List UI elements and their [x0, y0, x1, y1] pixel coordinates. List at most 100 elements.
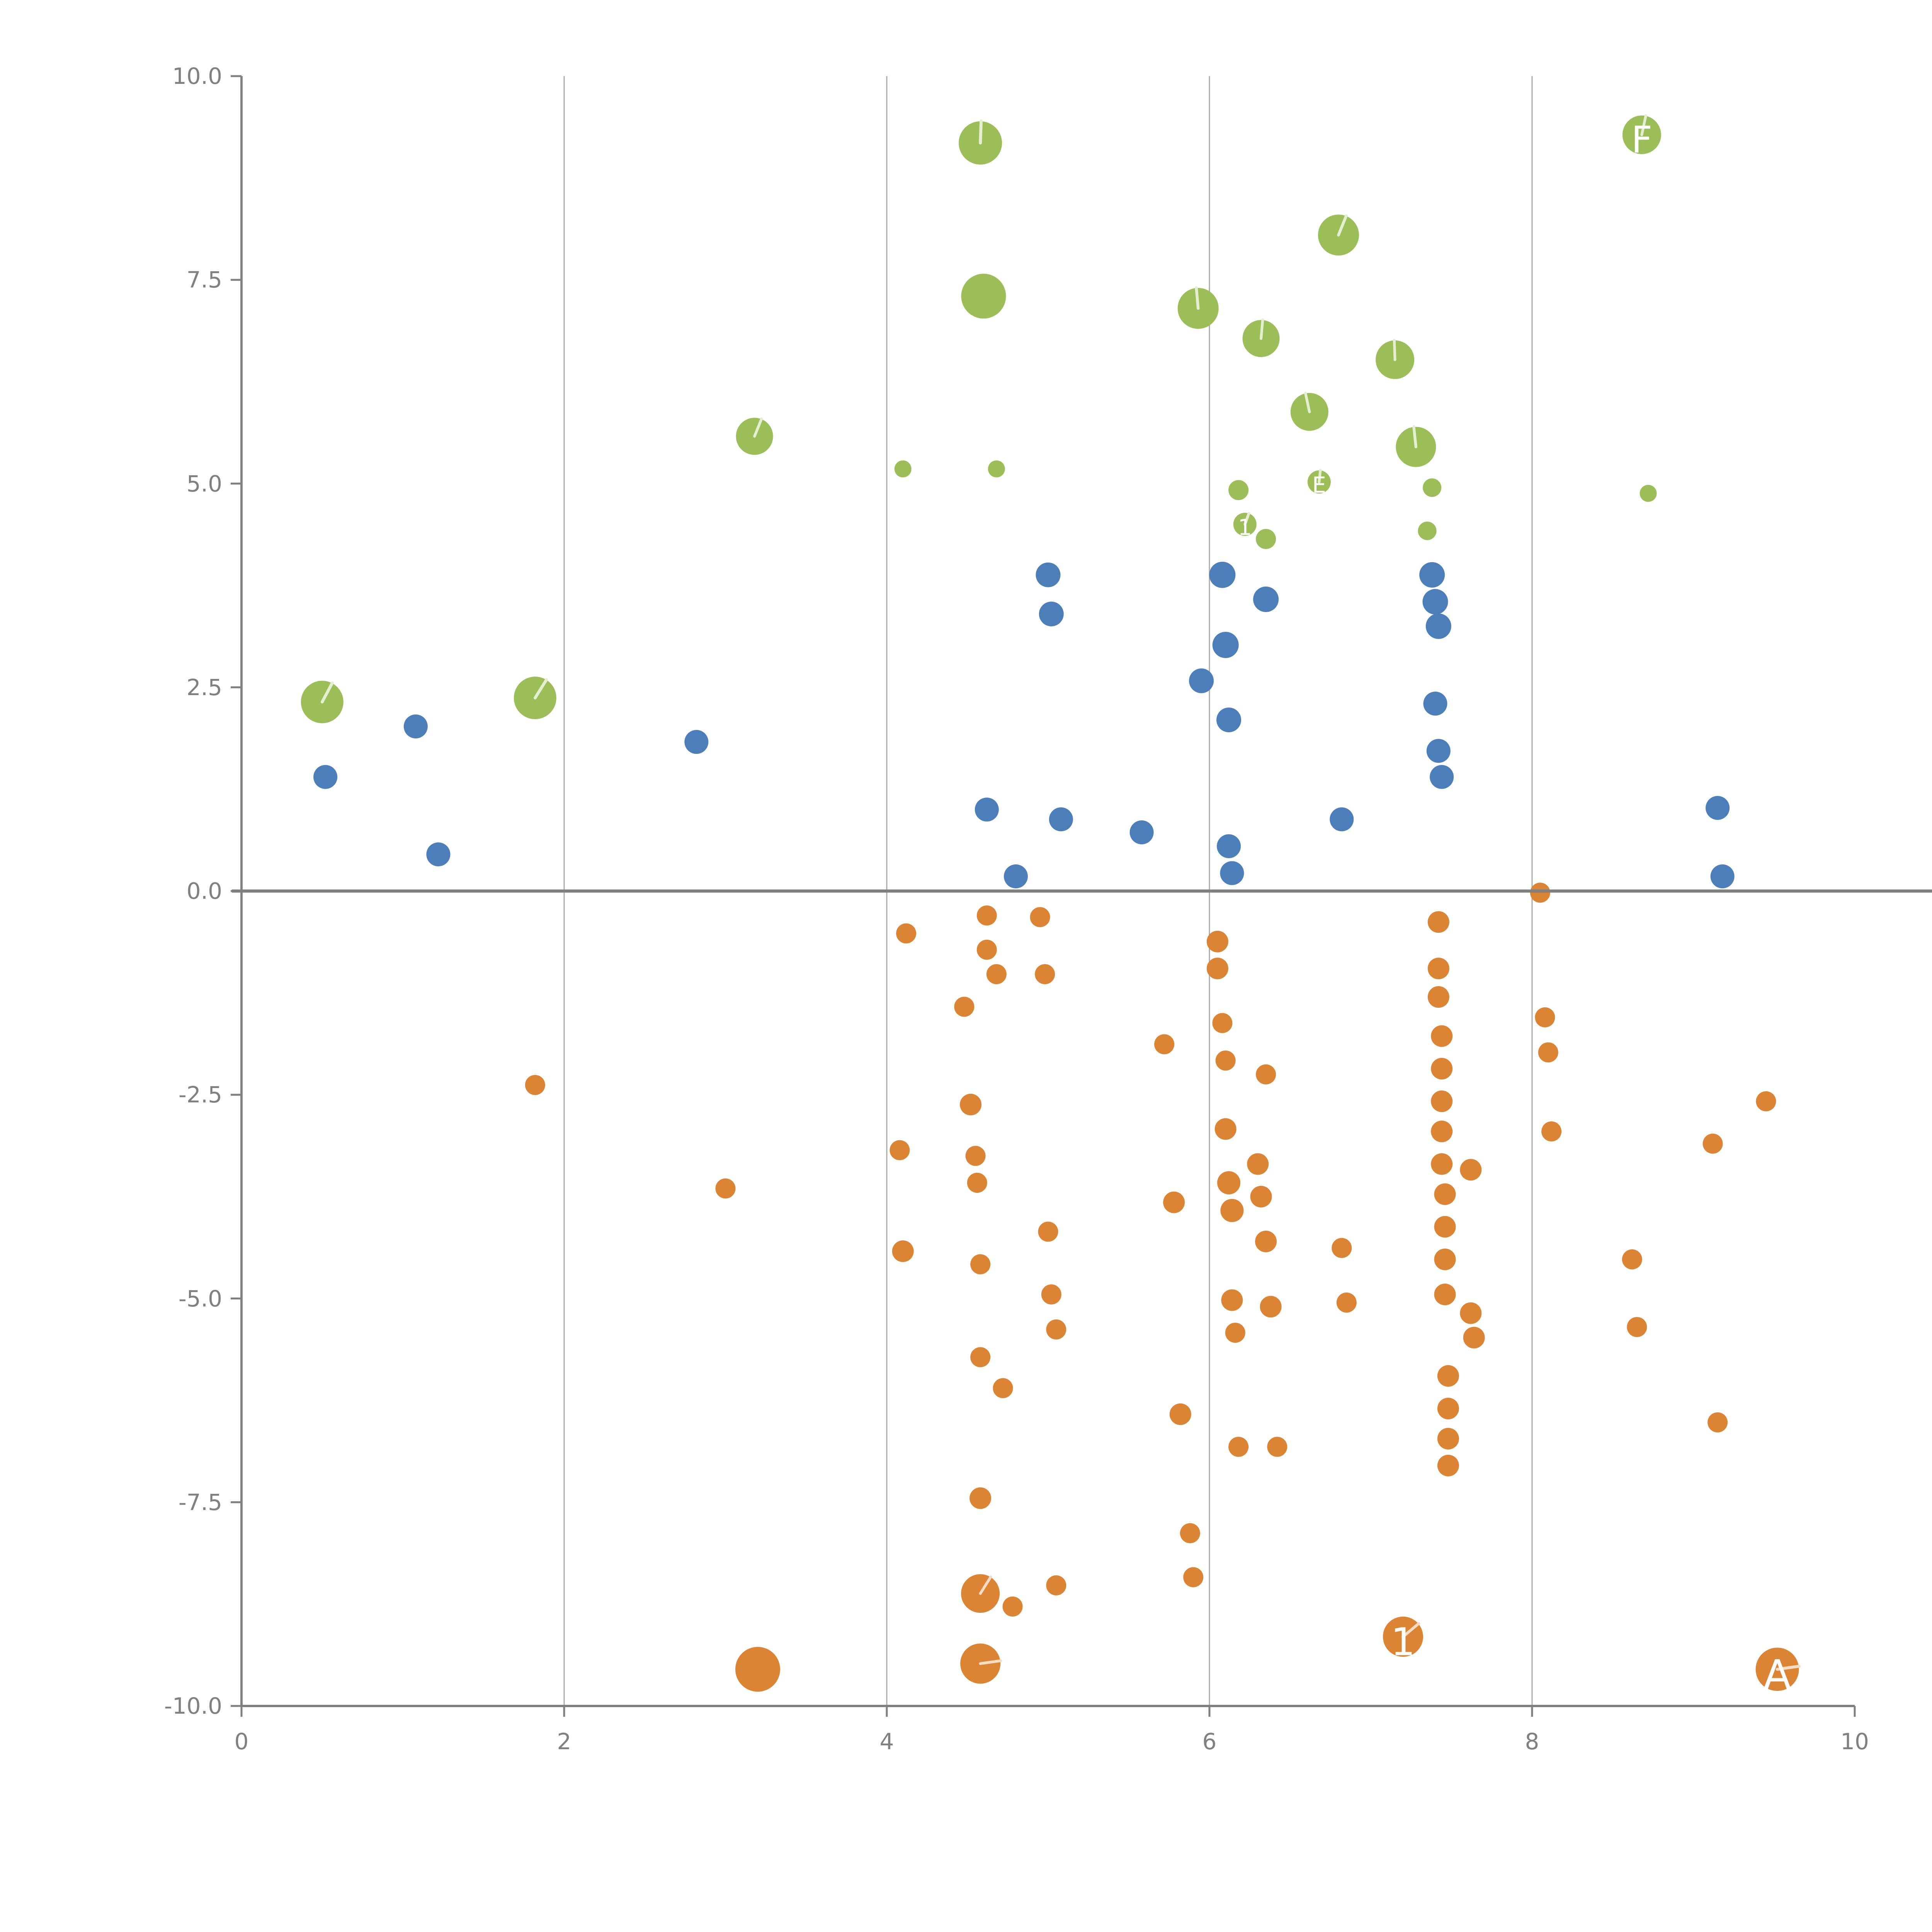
- data-point[interactable]: [1220, 861, 1244, 885]
- data-point-circle[interactable]: [1247, 1153, 1269, 1175]
- data-point[interactable]: [1431, 1058, 1453, 1080]
- data-point[interactable]: [961, 274, 1006, 319]
- data-point-circle[interactable]: [1423, 691, 1447, 716]
- data-point-circle[interactable]: [960, 1094, 982, 1116]
- data-point-circle[interactable]: [1463, 1327, 1485, 1349]
- data-point[interactable]: [1256, 529, 1276, 549]
- data-point[interactable]: [975, 798, 999, 822]
- data-point-circle[interactable]: [1431, 1058, 1453, 1080]
- data-point[interactable]: [1702, 1133, 1723, 1154]
- data-point-circle[interactable]: [1183, 1567, 1204, 1587]
- data-point-circle[interactable]: [961, 274, 1006, 319]
- data-point-circle[interactable]: [1627, 1317, 1647, 1337]
- data-point-circle[interactable]: [1423, 478, 1442, 497]
- data-point[interactable]: [1002, 1596, 1023, 1617]
- data-point-circle[interactable]: [403, 714, 428, 738]
- data-point[interactable]: [525, 1075, 545, 1095]
- data-point-circle[interactable]: [1046, 1319, 1066, 1340]
- data-point[interactable]: [1330, 807, 1354, 832]
- data-point[interactable]: [1460, 1302, 1482, 1324]
- data-point[interactable]: [1430, 765, 1454, 789]
- data-point[interactable]: [1332, 1238, 1352, 1258]
- data-point[interactable]: [970, 1347, 991, 1367]
- data-point[interactable]: [1426, 739, 1451, 763]
- data-point-circle[interactable]: [1434, 1248, 1456, 1270]
- data-point-circle[interactable]: [1427, 986, 1449, 1008]
- data-point[interactable]: [1708, 1412, 1728, 1433]
- data-point-circle[interactable]: [1030, 907, 1050, 927]
- data-point-circle[interactable]: [1437, 1398, 1459, 1420]
- data-point[interactable]: [988, 460, 1005, 478]
- data-point[interactable]: [965, 1146, 986, 1166]
- data-point[interactable]: [1154, 1034, 1175, 1054]
- data-point[interactable]: [1260, 1296, 1282, 1318]
- data-point[interactable]: [1434, 1183, 1456, 1205]
- data-point[interactable]: [1212, 632, 1239, 658]
- data-point-circle[interactable]: [1437, 1428, 1459, 1450]
- data-point-circle[interactable]: [1535, 1007, 1555, 1027]
- data-point[interactable]: [1530, 883, 1550, 903]
- data-point-circle[interactable]: [1049, 807, 1073, 832]
- data-point-circle[interactable]: [1217, 1171, 1241, 1195]
- data-point-circle[interactable]: [1431, 1121, 1453, 1143]
- data-point[interactable]: [892, 1240, 914, 1262]
- data-point-circle[interactable]: [1710, 864, 1735, 889]
- data-point-circle[interactable]: [1253, 586, 1279, 612]
- data-point[interactable]: [976, 939, 997, 960]
- data-point-circle[interactable]: [1419, 562, 1445, 588]
- data-point[interactable]: [1214, 1118, 1236, 1140]
- data-point[interactable]: [1247, 1153, 1269, 1175]
- data-point-circle[interactable]: [1330, 807, 1354, 832]
- data-point-circle[interactable]: [1460, 1159, 1482, 1181]
- data-point[interactable]: [1427, 986, 1449, 1008]
- data-point[interactable]: [1163, 1191, 1185, 1213]
- data-point[interactable]: [1425, 613, 1451, 639]
- data-point[interactable]: [1427, 957, 1449, 980]
- data-point-circle[interactable]: [1434, 1216, 1456, 1238]
- data-point-circle[interactable]: [313, 765, 338, 789]
- data-point[interactable]: [1431, 1025, 1453, 1047]
- data-point-circle[interactable]: [1427, 911, 1449, 933]
- data-point-circle[interactable]: [1708, 1412, 1728, 1433]
- data-point-circle[interactable]: [1046, 1575, 1066, 1595]
- data-point-circle[interactable]: [1260, 1296, 1282, 1318]
- data-point[interactable]: [961, 1574, 1000, 1613]
- data-point-circle[interactable]: [1426, 739, 1451, 763]
- data-point-circle[interactable]: [1212, 632, 1239, 658]
- data-point-circle[interactable]: [1036, 562, 1061, 587]
- data-point[interactable]: [1627, 1317, 1647, 1337]
- data-point-circle[interactable]: [1214, 1118, 1236, 1140]
- data-point[interactable]: [1437, 1365, 1459, 1387]
- data-point[interactable]: [894, 460, 912, 478]
- data-point[interactable]: [1431, 1090, 1453, 1112]
- data-point[interactable]: [969, 1487, 992, 1509]
- data-point[interactable]: [1710, 864, 1735, 889]
- data-point[interactable]: [1396, 425, 1436, 467]
- data-point-circle[interactable]: [1430, 765, 1454, 789]
- data-point[interactable]: [1046, 1319, 1066, 1340]
- data-point-circle[interactable]: [1220, 861, 1244, 885]
- data-point-circle[interactable]: [986, 964, 1007, 985]
- data-point-circle[interactable]: [1206, 957, 1228, 980]
- data-point[interactable]: [954, 997, 975, 1017]
- data-point-circle[interactable]: [896, 923, 917, 944]
- data-point-circle[interactable]: [1434, 1183, 1456, 1205]
- data-point-circle[interactable]: [1431, 1025, 1453, 1047]
- data-point[interactable]: E: [1307, 469, 1331, 498]
- data-point[interactable]: [1039, 601, 1064, 626]
- data-point-circle[interactable]: [1431, 1090, 1453, 1112]
- data-point[interactable]: [736, 417, 773, 455]
- data-point-circle[interactable]: [892, 1240, 914, 1262]
- data-point[interactable]: [970, 1254, 991, 1274]
- data-point[interactable]: [1437, 1454, 1459, 1476]
- data-point[interactable]: [1336, 1293, 1357, 1313]
- data-point-circle[interactable]: [1756, 1091, 1776, 1112]
- data-point[interactable]: [1038, 1221, 1058, 1242]
- data-point-circle[interactable]: [894, 460, 912, 478]
- data-point-circle[interactable]: [426, 842, 451, 867]
- data-point[interactable]: [1129, 820, 1154, 845]
- data-point[interactable]: [986, 964, 1007, 985]
- data-point[interactable]: [959, 119, 1002, 165]
- data-point-circle[interactable]: [988, 460, 1005, 478]
- data-point[interactable]: [301, 680, 344, 723]
